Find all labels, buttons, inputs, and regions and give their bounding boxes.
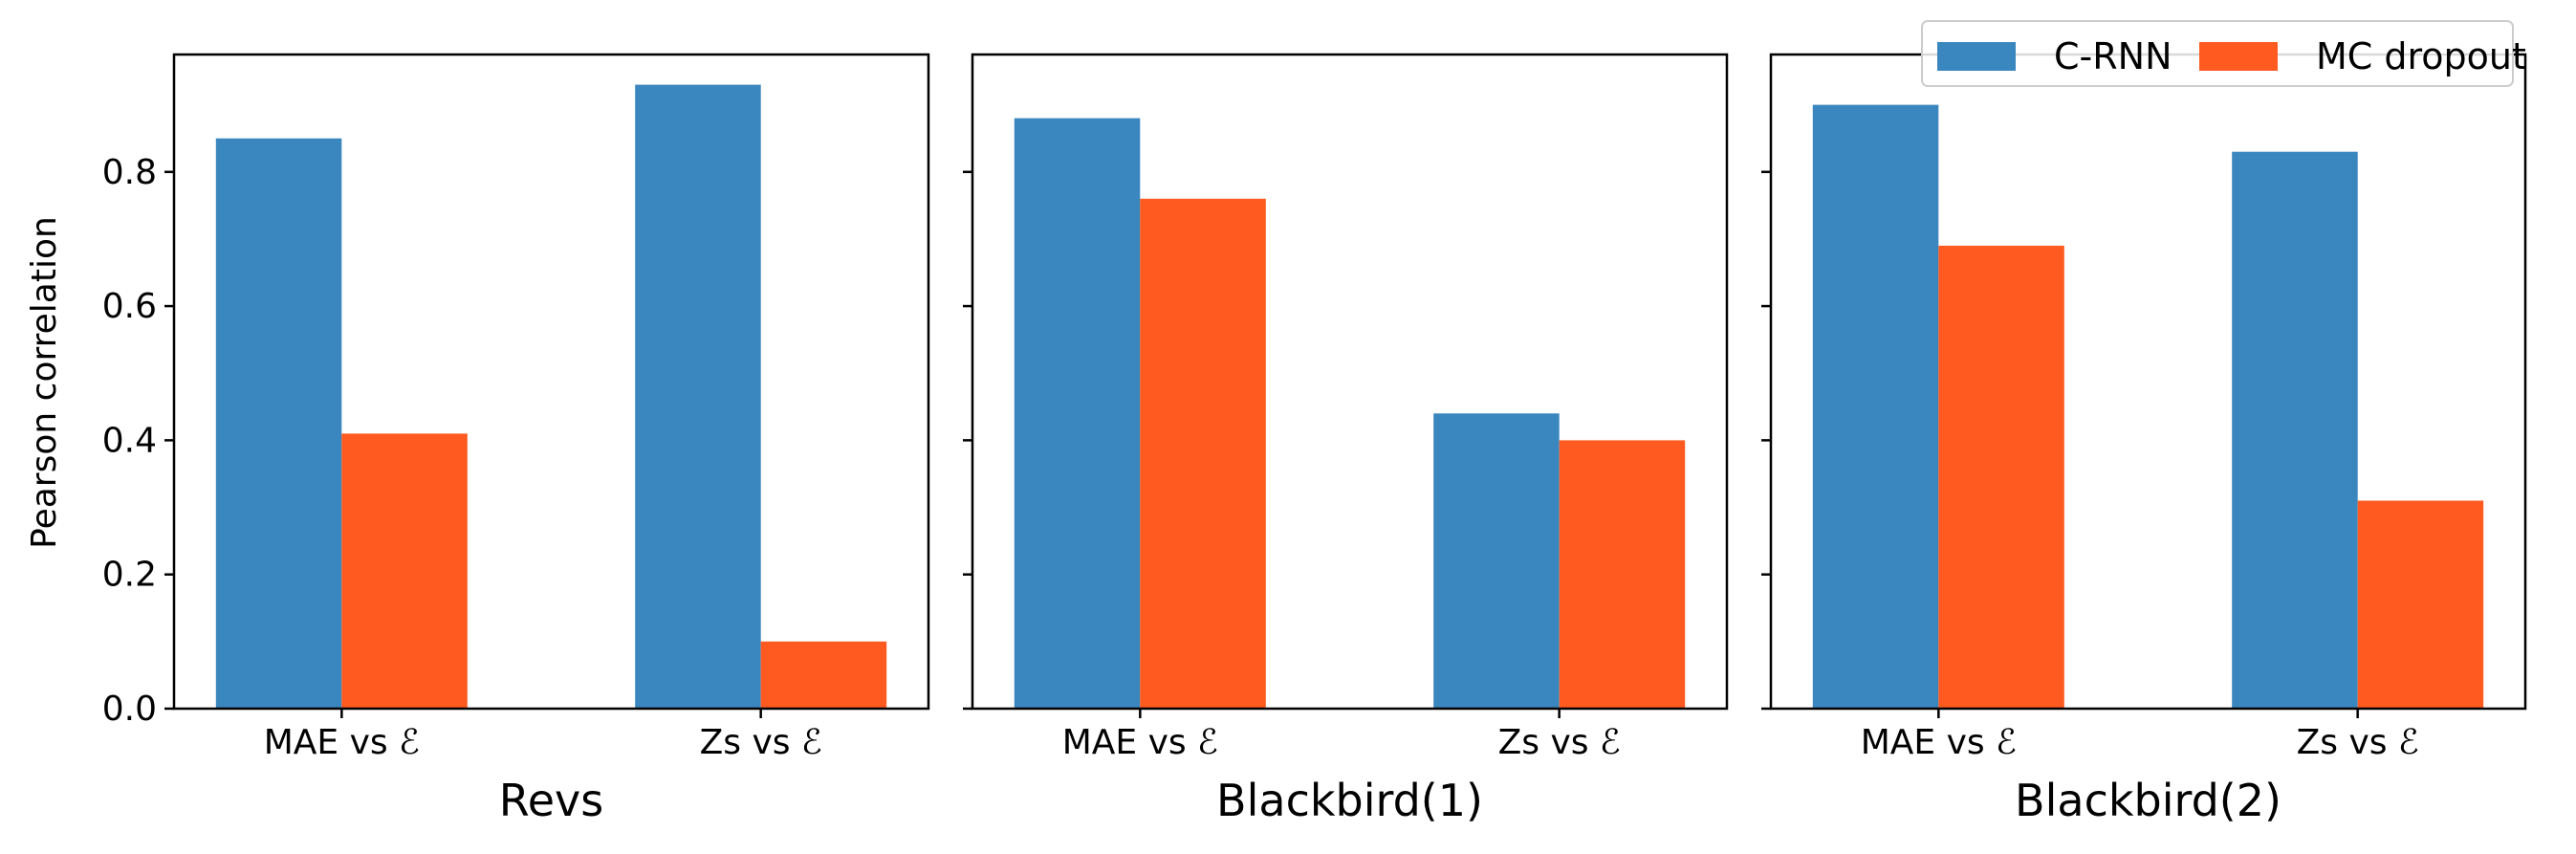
y-tick-label: 0.8: [102, 153, 157, 192]
y-tick-label: 0.6: [102, 287, 157, 326]
y-axis-label: Pearson correlation: [25, 216, 64, 549]
bar-c-rnn-2: [635, 84, 761, 710]
x-tick-label: Zs vs ℰ: [700, 723, 822, 762]
x-tick-label: MAE vs ℰ: [1062, 723, 1218, 762]
legend: C-RNN MC dropout: [1921, 20, 2526, 87]
panel-title: Blackbird(2): [2015, 775, 2281, 826]
bar-c-rnn-2: [2232, 151, 2358, 709]
legend-swatch-2: [2199, 42, 2278, 71]
y-tick-label: 0.4: [102, 421, 157, 460]
x-tick-label: Zs vs ℰ: [1498, 723, 1621, 762]
legend-swatch-1: [1937, 42, 2016, 71]
panel-3: MAE vs ℰ Zs vs ℰ Blackbird(2): [1761, 53, 2527, 826]
y-tick-label: 0.2: [102, 556, 157, 595]
bar-mc-dropout-2: [1559, 440, 1686, 709]
bar-mc-dropout-2: [2357, 500, 2484, 709]
bar-mc-dropout-2: [760, 641, 887, 709]
bar-mc-dropout-1: [1938, 245, 2064, 709]
legend-label-2: MC dropout: [2316, 35, 2526, 77]
panel-2: MAE vs ℰ Zs vs ℰ Blackbird(1): [963, 53, 1729, 826]
panel-title: Blackbird(1): [1216, 775, 1483, 826]
axes-frame: [971, 53, 1729, 711]
x-tick-label: MAE vs ℰ: [1861, 723, 2017, 762]
panels: 0.0 0.2 0.4 0.6 0.8 MAE vs ℰ Zs vs ℰ Revs MAE vs…: [102, 53, 2527, 826]
x-tick-label: MAE vs ℰ: [264, 723, 420, 762]
bar-c-rnn-1: [1014, 118, 1141, 710]
axes-frame: [172, 53, 930, 711]
bar-c-rnn-2: [1433, 413, 1560, 709]
legend-label-1: C-RNN: [2054, 35, 2172, 77]
panel-1: 0.0 0.2 0.4 0.6 0.8 MAE vs ℰ Zs vs ℰ Revs: [102, 53, 930, 826]
panel-title: Revs: [499, 775, 603, 826]
y-tick-label: 0.0: [102, 690, 157, 729]
x-tick-label: Zs vs ℰ: [2297, 723, 2419, 762]
bar-c-rnn-1: [215, 138, 342, 709]
bar-mc-dropout-1: [341, 433, 468, 709]
bar-c-rnn-1: [1812, 104, 1939, 710]
bar-mc-dropout-1: [1140, 198, 1266, 710]
